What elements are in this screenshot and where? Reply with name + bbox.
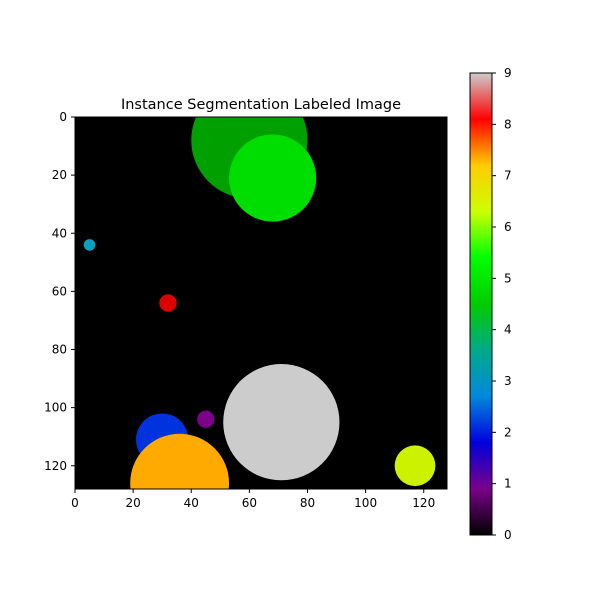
instance-5-blob [229, 134, 317, 222]
colorbar-tick-label: 8 [504, 117, 512, 131]
instance-7-blob [130, 433, 230, 489]
y-tick-label: 20 [52, 168, 67, 182]
colorbar-tick-label: 6 [504, 220, 512, 234]
y-tick-label: 120 [44, 459, 67, 473]
colorbar-tick-label: 7 [504, 169, 512, 183]
x-tick-label: 0 [71, 496, 79, 510]
instance-8-blob [159, 294, 177, 312]
colorbar-tick-label: 2 [504, 425, 512, 439]
image-axes: 0 20 40 60 80 100 120 0 20 40 60 80 100 120 [44, 110, 448, 510]
y-tick-label: 100 [44, 401, 67, 415]
y-tick-label: 40 [52, 226, 67, 240]
x-tick-label: 120 [412, 496, 435, 510]
colorbar-frame [469, 72, 493, 536]
axes-frame [74, 116, 448, 490]
x-axis: 0 20 40 60 80 100 120 [71, 489, 435, 510]
x-tick-label: 100 [354, 496, 377, 510]
instance-3-blob [83, 239, 96, 251]
x-tick-label: 20 [125, 496, 140, 510]
colorbar-tick-label: 1 [504, 477, 512, 491]
chart-title: Instance Segmentation Labeled Image [121, 97, 401, 113]
x-tick-label: 40 [184, 496, 199, 510]
colorbar-gradient [470, 73, 492, 535]
colorbar-tick-label: 0 [504, 528, 512, 542]
colorbar-tick-label: 5 [504, 271, 512, 285]
colorbar-axis: 0 1 2 3 4 5 6 7 8 9 [492, 66, 512, 542]
x-tick-label: 60 [242, 496, 257, 510]
x-tick-label: 80 [300, 496, 315, 510]
y-tick-label: 0 [59, 110, 67, 124]
colorbar-tick-label: 4 [504, 323, 512, 337]
colorbar-tick-label: 3 [504, 374, 512, 388]
y-tick-label: 80 [52, 343, 67, 357]
instances-layer [83, 117, 436, 489]
instance-6.5-blob [394, 445, 436, 487]
y-axis: 0 20 40 60 80 100 120 [44, 110, 75, 473]
instance-1-blob [197, 410, 215, 428]
colorbar-tick-label: 9 [504, 66, 512, 80]
y-tick-label: 60 [52, 284, 67, 298]
instance-9-blob [223, 364, 340, 481]
colorbar: 0 1 2 3 4 5 6 7 8 9 [469, 66, 512, 542]
